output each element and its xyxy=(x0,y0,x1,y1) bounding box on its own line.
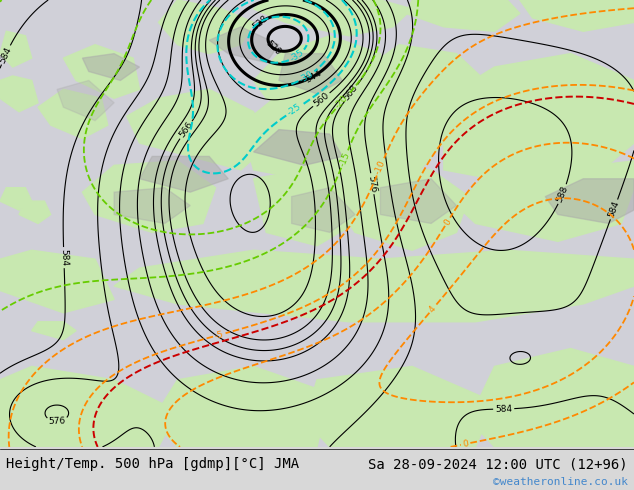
Polygon shape xyxy=(0,367,178,447)
Polygon shape xyxy=(158,0,254,53)
Text: 584: 584 xyxy=(607,200,621,219)
Polygon shape xyxy=(380,179,456,223)
Polygon shape xyxy=(349,45,495,143)
Polygon shape xyxy=(444,53,634,188)
Polygon shape xyxy=(57,80,114,121)
Polygon shape xyxy=(139,156,228,192)
Polygon shape xyxy=(82,161,216,232)
Polygon shape xyxy=(330,170,469,250)
Polygon shape xyxy=(114,250,634,322)
Polygon shape xyxy=(254,36,393,125)
Polygon shape xyxy=(241,80,444,188)
Polygon shape xyxy=(32,322,76,340)
Polygon shape xyxy=(0,76,38,112)
Polygon shape xyxy=(63,45,139,98)
Text: 560: 560 xyxy=(312,91,331,109)
Polygon shape xyxy=(469,348,634,447)
Text: -5: -5 xyxy=(214,329,225,341)
Polygon shape xyxy=(38,89,108,139)
Text: 584: 584 xyxy=(59,249,68,266)
Text: 576: 576 xyxy=(48,416,66,426)
Text: 520: 520 xyxy=(264,39,283,57)
Polygon shape xyxy=(254,170,355,246)
Polygon shape xyxy=(292,188,355,232)
Polygon shape xyxy=(0,250,114,313)
Text: -10: -10 xyxy=(373,158,387,175)
Text: 0: 0 xyxy=(442,217,453,226)
Text: 576: 576 xyxy=(366,174,378,193)
Text: 566: 566 xyxy=(178,120,195,140)
Polygon shape xyxy=(406,0,520,31)
Text: 568: 568 xyxy=(342,83,360,102)
Polygon shape xyxy=(0,188,32,210)
Text: 4: 4 xyxy=(427,304,437,314)
Polygon shape xyxy=(127,89,266,170)
Text: 584: 584 xyxy=(0,45,13,65)
Text: -15: -15 xyxy=(338,150,351,168)
Polygon shape xyxy=(279,53,342,94)
Polygon shape xyxy=(456,161,634,241)
Polygon shape xyxy=(114,188,190,223)
Polygon shape xyxy=(254,129,342,165)
Polygon shape xyxy=(152,367,330,447)
Polygon shape xyxy=(82,53,139,80)
Polygon shape xyxy=(209,27,279,63)
Polygon shape xyxy=(254,0,412,36)
Polygon shape xyxy=(0,31,32,67)
Text: -20: -20 xyxy=(333,94,350,110)
Polygon shape xyxy=(520,0,634,31)
Text: 588: 588 xyxy=(555,184,570,204)
Text: 584: 584 xyxy=(495,404,512,414)
Polygon shape xyxy=(545,179,634,223)
Text: 0: 0 xyxy=(462,439,469,449)
Text: 544: 544 xyxy=(304,69,323,85)
Text: -30: -30 xyxy=(298,69,315,84)
Text: Height/Temp. 500 hPa [gdmp][°C] JMA: Height/Temp. 500 hPa [gdmp][°C] JMA xyxy=(6,457,299,471)
Text: -25: -25 xyxy=(285,102,302,118)
Text: ©weatheronline.co.uk: ©weatheronline.co.uk xyxy=(493,477,628,487)
Polygon shape xyxy=(19,201,51,223)
Text: -35: -35 xyxy=(288,48,306,64)
Polygon shape xyxy=(304,367,495,447)
Text: 528: 528 xyxy=(251,14,270,31)
Text: Sa 28-09-2024 12:00 UTC (12+96): Sa 28-09-2024 12:00 UTC (12+96) xyxy=(368,457,628,471)
